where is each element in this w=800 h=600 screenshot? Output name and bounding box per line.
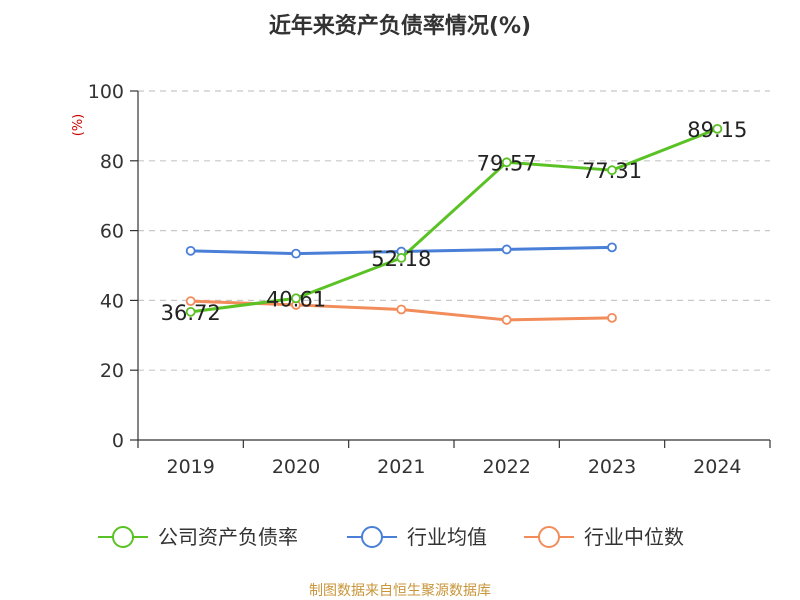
y-tick-label: 100 (88, 81, 124, 103)
y-tick-label: 0 (112, 430, 124, 452)
series-point-0 (501, 157, 512, 168)
data-source-note: 制图数据来自恒生聚源数据库 (309, 583, 491, 599)
series-group (185, 123, 723, 325)
legend-label-2: 行业中位数 (584, 525, 684, 549)
data-label: 40.61 (266, 287, 326, 311)
series-line-0 (189, 127, 719, 314)
series-point-1 (185, 245, 196, 256)
data-labels: 36.72 40.61 52.18 79.57 77.31 89.15 (161, 118, 748, 325)
data-label: 79.57 (477, 151, 537, 175)
data-label: 36.72 (161, 301, 221, 325)
grid-lines (138, 90, 770, 371)
series-point-0 (185, 306, 196, 317)
y-tick-label: 80 (100, 151, 124, 173)
legend-marker-0 (112, 526, 134, 548)
series-point-2 (185, 296, 196, 306)
legend: 公司资产负债率 行业均值 行业中位数 (98, 525, 684, 549)
chart-title: 近年来资产负债率情况(%) (269, 13, 531, 39)
axes (130, 90, 771, 448)
legend-marker-2 (538, 526, 560, 548)
legend-label-1: 行业均值 (407, 525, 487, 549)
series-point-1 (501, 244, 512, 255)
x-tick-label: 2024 (693, 456, 741, 478)
y-axis-unit: (%) (71, 114, 86, 137)
x-tick-labels: 2019 2020 2021 2022 2023 2024 (166, 456, 741, 478)
legend-marker-1 (361, 526, 383, 548)
series-point-2 (501, 315, 512, 325)
x-tick-label: 2020 (272, 456, 320, 478)
data-label: 89.15 (687, 118, 747, 142)
y-tick-label: 40 (100, 290, 124, 312)
y-tick-labels: 0 20 40 60 80 100 (88, 81, 124, 452)
y-tick-label: 20 (100, 360, 124, 382)
legend-label-0: 公司资产负债率 (158, 525, 298, 549)
series-point-0 (712, 123, 723, 134)
series-point-2 (607, 312, 617, 323)
x-tick-label: 2021 (377, 456, 425, 478)
x-tick-label: 2022 (482, 456, 530, 478)
series-point-0 (607, 165, 617, 176)
series-point-0 (291, 293, 301, 304)
data-label: 77.31 (582, 159, 642, 183)
x-tick-label: 2023 (588, 456, 636, 478)
x-tick-label: 2019 (166, 456, 214, 478)
y-tick-label: 60 (100, 221, 124, 243)
series-point-1 (291, 248, 301, 259)
series-point-0 (396, 252, 407, 263)
series-point-1 (607, 242, 617, 253)
series-point-2 (396, 304, 407, 315)
data-label: 52.18 (371, 247, 431, 271)
